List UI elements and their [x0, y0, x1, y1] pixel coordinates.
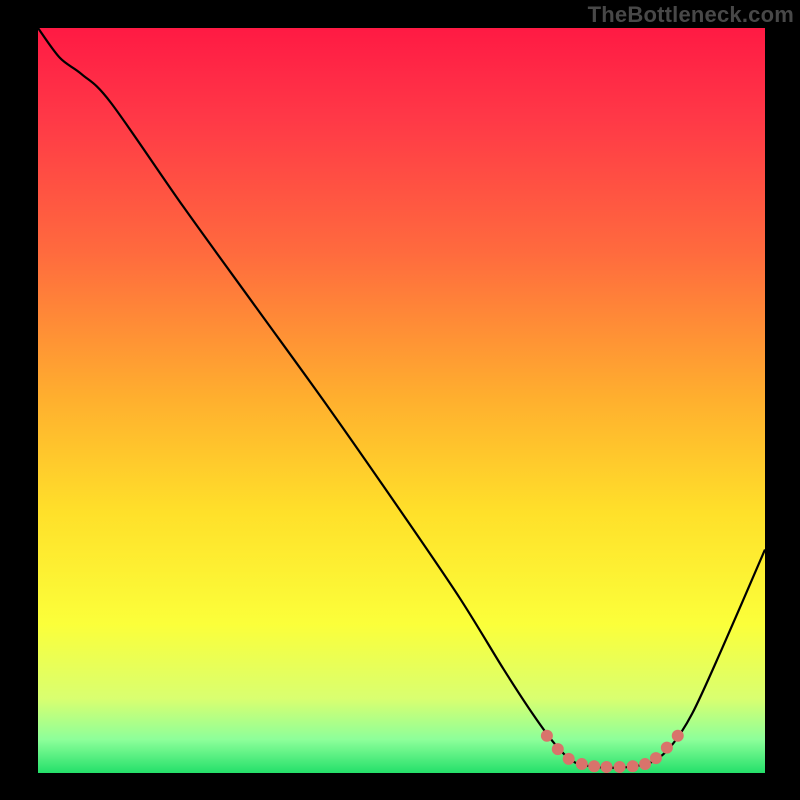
chart-frame: TheBottleneck.com	[0, 0, 800, 800]
marker-point	[640, 759, 651, 770]
marker-point	[552, 744, 563, 755]
marker-point	[563, 753, 574, 764]
watermark-text: TheBottleneck.com	[588, 2, 794, 28]
marker-point	[589, 761, 600, 772]
marker-point	[661, 742, 672, 753]
marker-point	[576, 759, 587, 770]
marker-point	[650, 753, 661, 764]
plot-area	[38, 28, 765, 773]
plot-background	[38, 28, 765, 773]
marker-point	[672, 730, 683, 741]
marker-point	[627, 761, 638, 772]
bottleneck-curve-chart	[0, 0, 800, 800]
marker-point	[601, 762, 612, 773]
marker-point	[614, 762, 625, 773]
marker-point	[541, 730, 552, 741]
